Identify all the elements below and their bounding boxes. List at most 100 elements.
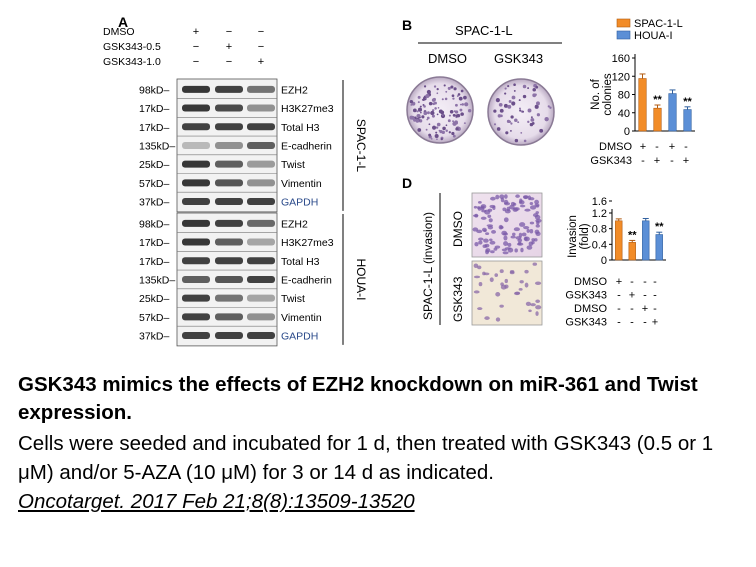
invasion-cell bbox=[532, 213, 539, 218]
invasion-cell bbox=[510, 235, 516, 239]
colony-dot bbox=[496, 127, 501, 131]
caption-body: Cells were seeded and incubated for 1 d,… bbox=[18, 432, 714, 484]
blot-band bbox=[182, 275, 210, 283]
invasion-cell bbox=[503, 241, 509, 246]
protein-label: H3K27me3 bbox=[281, 103, 334, 115]
invasion-cell bbox=[518, 232, 523, 238]
invasion-cells-dmso bbox=[472, 194, 542, 255]
colony-dot bbox=[436, 138, 438, 140]
treatment-sign: − bbox=[226, 26, 232, 38]
invasion-cell bbox=[493, 247, 498, 251]
colony-dot bbox=[452, 113, 456, 117]
sign-row-label: DMSO bbox=[599, 141, 632, 153]
sign-row-label: GSK343 bbox=[565, 317, 607, 329]
sign-row-label: DMSO bbox=[574, 276, 607, 288]
legend-swatch-houa bbox=[616, 30, 631, 40]
cell-line-label: HOUA-I bbox=[354, 258, 368, 300]
treatment-label: GSK343-0.5 bbox=[103, 41, 161, 53]
blot-band bbox=[247, 141, 275, 149]
panel-b-letter: B bbox=[402, 17, 412, 33]
sign-cell: - bbox=[643, 290, 647, 302]
colony-dot bbox=[536, 113, 540, 117]
protein-label: Vimentin bbox=[281, 178, 322, 190]
colony-dot bbox=[435, 131, 438, 134]
invasion-cell bbox=[524, 269, 529, 274]
blot-band bbox=[215, 332, 243, 340]
molecular-weight: 135kD– bbox=[139, 274, 175, 286]
caption-citation[interactable]: Oncotarget. 2017 Feb 21;8(8):13509-13520 bbox=[18, 490, 415, 513]
colony-dot bbox=[452, 120, 454, 123]
invasion-cell bbox=[532, 262, 538, 266]
invasion-cell bbox=[473, 275, 481, 279]
invasion-cell bbox=[519, 204, 526, 208]
protein-label: GAPDH bbox=[281, 197, 318, 209]
blot-band bbox=[215, 160, 243, 168]
y-tick-label: 40 bbox=[618, 108, 630, 120]
sign-cell: + bbox=[654, 155, 660, 167]
colony-dot bbox=[514, 118, 518, 122]
colony-dot bbox=[459, 108, 463, 112]
colony-dot bbox=[445, 90, 448, 93]
protein-label: Vimentin bbox=[281, 312, 322, 324]
invasion-cell bbox=[503, 194, 508, 199]
sign-cell: - bbox=[653, 290, 657, 302]
blot-band bbox=[247, 198, 275, 206]
blot-band bbox=[182, 85, 210, 93]
invasion-cell bbox=[526, 245, 533, 250]
chart-colonies: 0 40 80 120 160 No. of colonies ** ** bbox=[590, 53, 695, 138]
invasion-cell bbox=[503, 217, 509, 223]
treatment-label: DMSO bbox=[103, 26, 135, 38]
colony-dot bbox=[460, 89, 464, 93]
colony-dot bbox=[508, 100, 512, 103]
invasion-cell bbox=[514, 248, 518, 253]
colony-dot bbox=[527, 120, 530, 124]
colony-dots-gsk343 bbox=[493, 83, 552, 143]
figure: A DMSO + − − GSK343-0.5 − + − GSK343-1.0 − − + 98kD… bbox=[103, 14, 695, 347]
molecular-weight: 17kD– bbox=[139, 122, 170, 134]
colony-dot bbox=[418, 116, 420, 119]
y-axis-label: No. of bbox=[590, 78, 602, 109]
colony-dot bbox=[428, 101, 433, 106]
protein-label: EZH2 bbox=[281, 218, 308, 230]
colony-dot bbox=[530, 117, 535, 122]
colony-dot bbox=[436, 92, 439, 95]
blot-band bbox=[247, 85, 275, 93]
blot-band bbox=[182, 238, 210, 246]
invasion-cell bbox=[476, 229, 483, 234]
invasion-cell bbox=[501, 248, 508, 252]
protein-label: Twist bbox=[281, 293, 305, 305]
y-axis-label: colonies bbox=[602, 73, 614, 115]
colony-dot bbox=[467, 109, 472, 113]
invasion-cell bbox=[474, 213, 479, 218]
sign-cell: - bbox=[617, 290, 621, 302]
molecular-weight: 135kD– bbox=[139, 140, 175, 152]
protein-label: Total H3 bbox=[281, 122, 320, 134]
invasion-cell bbox=[477, 265, 482, 270]
invasion-cell bbox=[535, 231, 541, 236]
bar bbox=[628, 242, 636, 261]
colony-dot bbox=[532, 93, 537, 98]
colony-dot bbox=[506, 119, 511, 123]
colony-dot bbox=[434, 107, 437, 110]
colony-dot bbox=[539, 128, 544, 133]
invasion-cell bbox=[513, 227, 520, 232]
invasion-cell bbox=[519, 222, 526, 227]
colony-dot bbox=[452, 134, 456, 138]
blot-band bbox=[247, 238, 275, 246]
colony-dot bbox=[514, 138, 519, 143]
colony-dot bbox=[454, 120, 458, 125]
sign-cell: + bbox=[629, 290, 635, 302]
colony-dot bbox=[459, 103, 462, 106]
invasion-cell bbox=[523, 226, 530, 230]
invasion-cell bbox=[489, 240, 496, 245]
colony-dot bbox=[441, 114, 444, 116]
colony-dot bbox=[445, 129, 448, 132]
invasion-cell bbox=[507, 247, 514, 253]
blot-band bbox=[182, 294, 210, 302]
molecular-weight: 98kD– bbox=[139, 218, 170, 230]
invasion-cell bbox=[519, 280, 524, 284]
blot-band bbox=[215, 257, 243, 265]
invasion-cell bbox=[531, 238, 536, 242]
colony-dot bbox=[438, 129, 441, 132]
blot-band bbox=[215, 294, 243, 302]
